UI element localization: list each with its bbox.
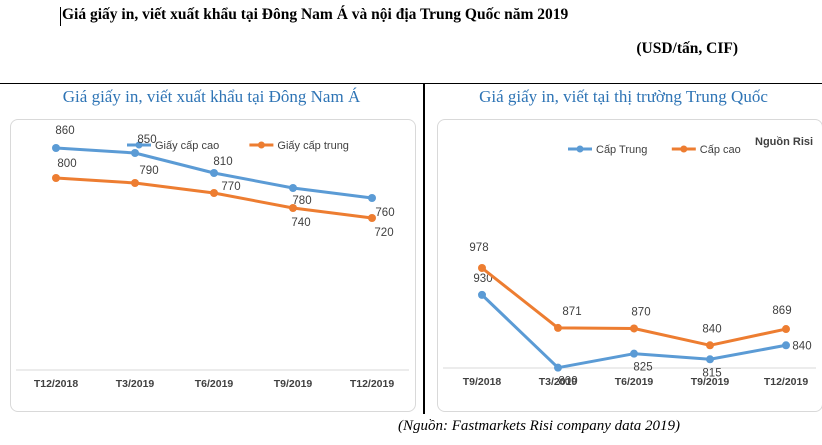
data-point [554, 323, 562, 332]
data-point [630, 324, 638, 333]
data-label: 850 [137, 134, 156, 146]
legend-marker-1 [680, 145, 688, 153]
legend-label-1: Cấp cao [700, 144, 741, 156]
chart-annotation: Nguồn Risi [755, 136, 813, 148]
source-note: (Nguồn: Fastmarkets Risi company data 20… [398, 418, 681, 434]
x-tick-label: T9/2019 [274, 378, 313, 390]
frame-top-border [0, 83, 822, 84]
data-point [131, 179, 139, 187]
data-label: 800 [57, 158, 76, 170]
data-label: 978 [469, 242, 488, 254]
left-chart-area: Giấy cấp cao Giấy cấp trung T12/2018 T3/201… [10, 119, 416, 412]
data-point [782, 341, 790, 350]
x-tick-label: T6/2019 [195, 378, 234, 390]
data-label: 871 [562, 306, 581, 318]
legend-marker-0 [576, 145, 584, 153]
data-label: 810 [213, 156, 232, 168]
data-label: 869 [772, 305, 791, 317]
legend-marker-1 [257, 141, 265, 149]
data-label: 790 [139, 165, 158, 177]
x-tick-label: T9/2018 [463, 376, 502, 388]
data-point [706, 341, 714, 350]
data-label: 860 [55, 125, 74, 137]
left-line-chart: Giấy cấp cao Giấy cấp trung T12/2018 T3/201… [16, 125, 409, 390]
legend-label-1: Giấy cấp trung [277, 140, 349, 152]
data-point [289, 204, 297, 212]
data-point [368, 214, 376, 222]
series-line-1 [54, 176, 374, 220]
right-chart-panel: Giá giấy in, viết tại thị trường Trung Q… [424, 84, 822, 414]
left-chart-panel: Giá giấy in, viết xuất khẩu tại Đông Nam… [0, 84, 424, 414]
data-point [630, 349, 638, 358]
data-label: 740 [291, 217, 310, 229]
legend-marker-0 [135, 141, 143, 149]
data-point [52, 144, 60, 152]
data-point [782, 325, 790, 334]
legend-label-0: Cấp Trung [596, 144, 647, 156]
data-point [210, 169, 218, 177]
data-label: 870 [631, 306, 650, 318]
data-point [554, 363, 562, 372]
unit-label: (USD/tấn, CIF) [636, 40, 738, 57]
x-tick-label: T3/2019 [116, 378, 155, 390]
legend-label-0: Giấy cấp cao [155, 140, 219, 152]
data-label: 800 [558, 376, 577, 388]
x-tick-label: T12/2019 [764, 376, 809, 388]
right-chart-area: Cấp Trung Cấp cao Nguồn Risi T9/2018 T3/2019… [437, 119, 822, 412]
x-tick-label: T3/2019 [539, 376, 578, 388]
x-tick-label: T12/2019 [350, 378, 395, 390]
data-label: 780 [292, 195, 311, 207]
data-point [706, 355, 714, 364]
data-label: 720 [374, 227, 393, 239]
data-label: 770 [221, 181, 240, 193]
left-chart-title: Giá giấy in, viết xuất khẩu tại Đông Nam… [62, 87, 361, 106]
x-tick-label: T12/2018 [34, 378, 79, 390]
data-point [131, 149, 139, 157]
page-title: Giá giấy in, viết xuất khẩu tại Đông Nam… [59, 6, 569, 26]
data-label: 930 [473, 273, 492, 285]
data-point [478, 264, 486, 272]
x-tick-label: T6/2019 [615, 376, 654, 388]
data-label: 815 [702, 367, 721, 379]
data-point [478, 290, 486, 299]
data-label: 760 [375, 207, 394, 219]
x-tick-label: T9/2019 [691, 376, 730, 388]
data-point [52, 174, 60, 182]
right-line-chart: Cấp Trung Cấp cao Nguồn Risi T9/2018 T3/2019… [443, 136, 816, 388]
data-point [210, 189, 218, 197]
data-label: 825 [633, 362, 652, 374]
data-point [289, 184, 297, 192]
data-label: 840 [702, 323, 721, 335]
right-chart-title: Giá giấy in, viết tại thị trường Trung Q… [479, 87, 768, 106]
data-label: 840 [792, 340, 811, 352]
data-point [368, 194, 376, 202]
